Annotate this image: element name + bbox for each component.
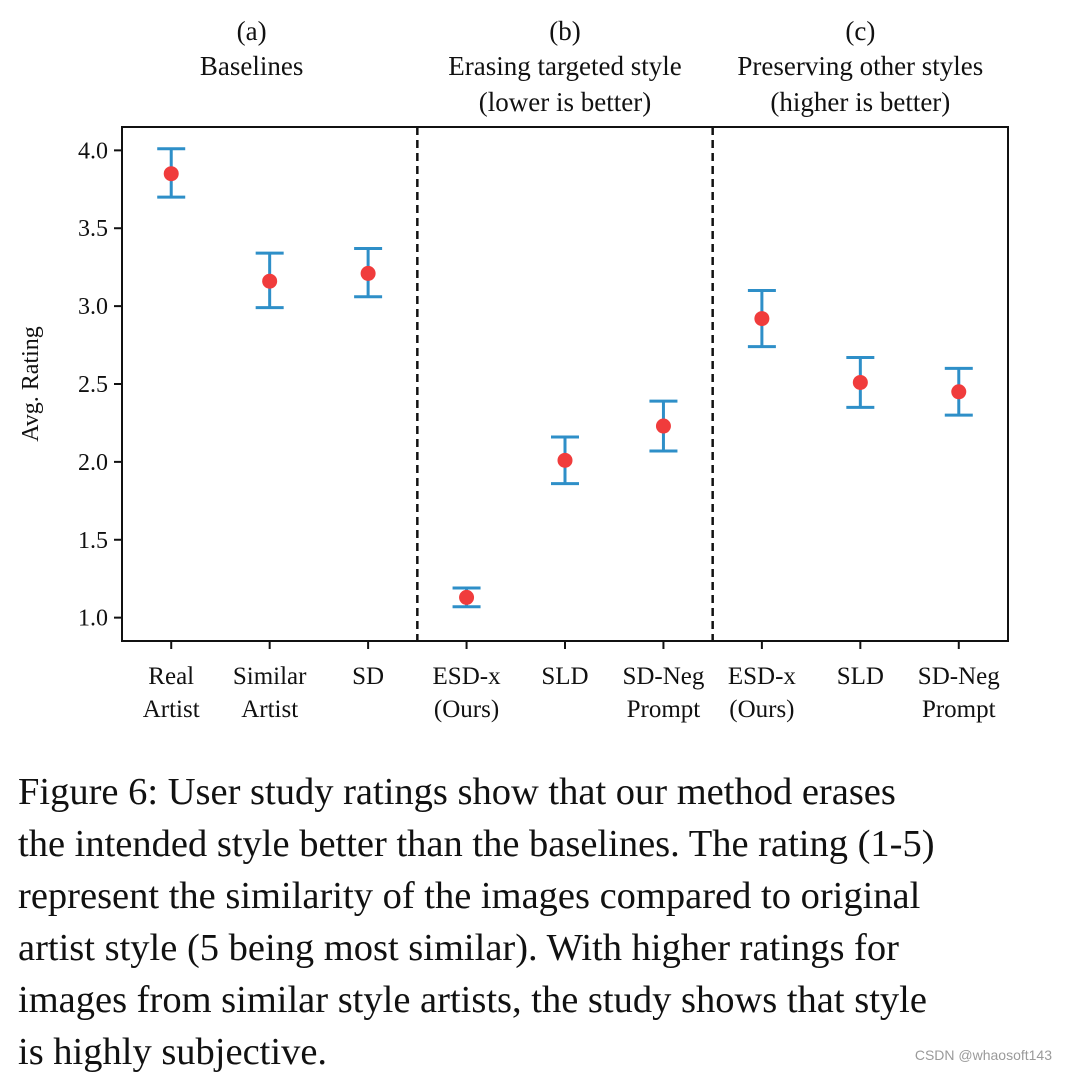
x-tick-label: (Ours) xyxy=(434,696,499,723)
watermark: CSDN @whaosoft143 xyxy=(914,1047,1052,1063)
x-tick-label: SD-Neg xyxy=(918,663,1000,690)
rating-point-group xyxy=(157,147,186,199)
y-tick-label: 4.0 xyxy=(78,138,108,164)
y-tick-label: 3.0 xyxy=(78,294,108,320)
panel-title-line: Erasing targeted style xyxy=(448,51,681,81)
x-tick-label: Prompt xyxy=(922,696,996,723)
y-tick-label: 3.5 xyxy=(78,216,108,242)
x-tick-label: Real xyxy=(148,663,194,690)
panel-title-line: (lower is better) xyxy=(479,87,651,117)
y-axis: 1.0 1.5 2.0 2.5 3.0 3.5 4.0 xyxy=(78,138,122,632)
rating-point-group xyxy=(551,435,579,486)
caption-line: Figure 6: User study ratings show that o… xyxy=(18,771,896,813)
rating-point-group xyxy=(255,251,284,310)
mean-marker xyxy=(163,166,179,182)
rating-point-group xyxy=(944,366,973,417)
panel-title-line: Preserving other styles xyxy=(737,51,983,81)
plot-frame xyxy=(121,126,1009,642)
mean-marker xyxy=(557,452,573,468)
caption-line: the intended style better than the basel… xyxy=(18,823,935,865)
rating-point-group xyxy=(747,289,776,349)
y-tick-label: 2.5 xyxy=(78,372,108,398)
panel-title-line: (higher is better) xyxy=(770,87,950,117)
y-tick-label: 2.0 xyxy=(78,450,108,476)
rating-chart: (a) Baselines (b) Erasing targeted style (lo… xyxy=(18,16,1009,723)
panel-letter: (c) xyxy=(845,16,875,46)
caption-line: is highly subjective. xyxy=(18,1031,328,1073)
panel-separators xyxy=(416,127,714,641)
x-tick-label: Artist xyxy=(241,696,298,723)
rating-point-group xyxy=(649,399,678,453)
x-tick-label: Similar xyxy=(233,663,307,690)
mean-marker xyxy=(655,418,671,434)
panel-letter: (b) xyxy=(549,16,580,46)
mean-marker xyxy=(360,265,376,281)
mean-marker xyxy=(754,311,770,327)
y-axis-label: Avg. Rating xyxy=(18,326,44,442)
x-tick-label: SLD xyxy=(541,663,588,690)
rating-point-group xyxy=(846,356,875,409)
x-tick-label: SLD xyxy=(837,663,884,690)
mean-marker xyxy=(951,384,967,400)
x-tick-label: (Ours) xyxy=(729,696,794,723)
x-tick-label: SD-Neg xyxy=(622,663,704,690)
caption-line: images from similar style artists, the s… xyxy=(18,979,927,1021)
x-tick-label: ESD-x xyxy=(728,663,797,690)
figure-caption: Figure 6: User study ratings show that o… xyxy=(18,766,1058,1078)
caption-line: represent the similarity of the images c… xyxy=(18,875,921,917)
y-tick-label: 1.0 xyxy=(78,606,108,632)
mean-marker xyxy=(852,374,868,390)
data-points xyxy=(157,147,973,609)
y-tick-label: 1.5 xyxy=(78,528,108,554)
mean-marker xyxy=(262,273,278,289)
x-tick-label: SD xyxy=(352,663,384,690)
mean-marker xyxy=(459,589,475,605)
rating-point-group xyxy=(452,586,481,609)
rating-point-group xyxy=(354,246,383,299)
x-axis: Real Artist Similar Artist SD ESD-x (Ours) SLD S… xyxy=(143,641,1000,723)
x-tick-label: ESD-x xyxy=(433,663,502,690)
panel-titles: (a) Baselines (b) Erasing targeted style (lo… xyxy=(200,16,983,117)
panel-title-line: Baselines xyxy=(200,51,303,81)
x-tick-label: Artist xyxy=(143,696,200,723)
caption-line: artist style (5 being most similar). Wit… xyxy=(18,927,899,969)
x-tick-label: Prompt xyxy=(627,696,701,723)
panel-letter: (a) xyxy=(237,16,267,46)
